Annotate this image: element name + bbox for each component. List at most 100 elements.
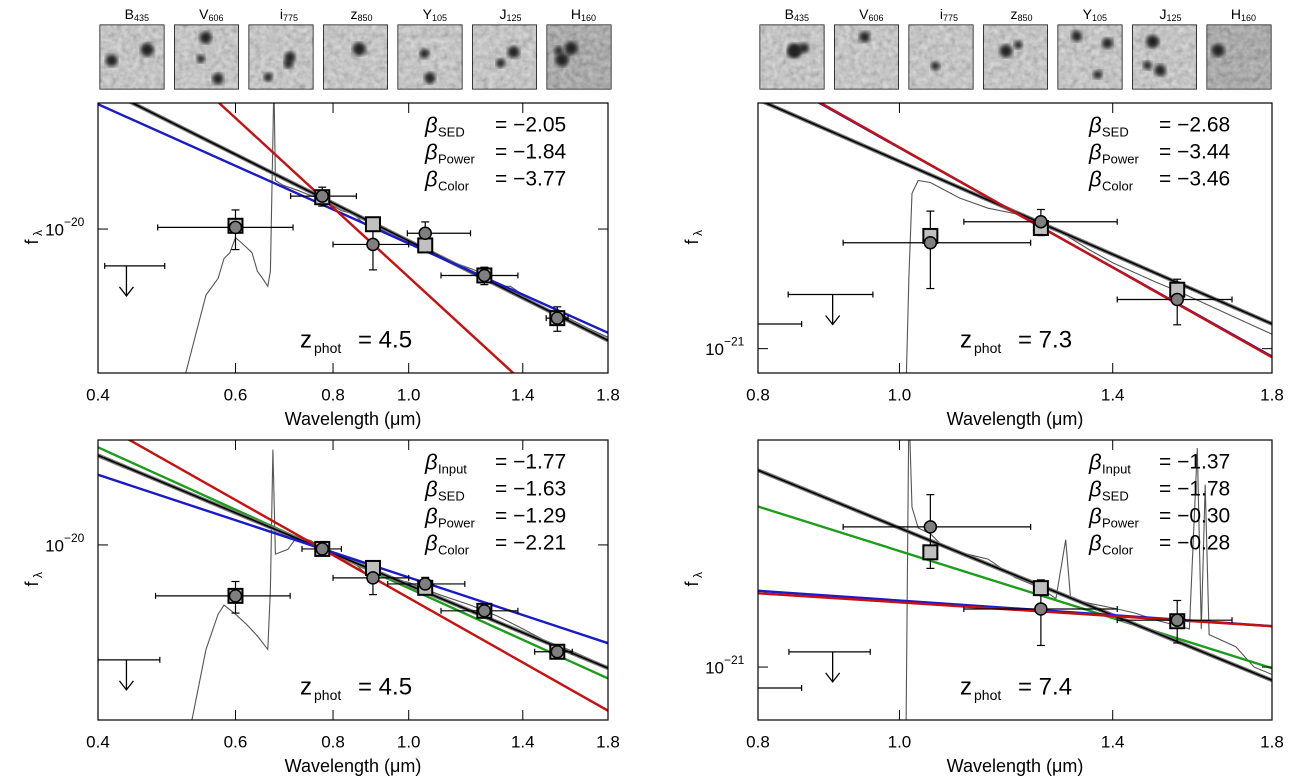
stamp-noise — [909, 25, 973, 89]
model-square — [364, 216, 381, 233]
fit-symbol-sub: Power — [1102, 516, 1140, 531]
stamp-band: i — [280, 6, 283, 22]
stamp-band-sub: 775 — [943, 13, 958, 23]
fit-symbol: β — [424, 140, 438, 165]
x-tick-label: 1.8 — [596, 733, 620, 752]
zphot-sub: phot — [974, 340, 1001, 356]
fit-symbol-sub: Input — [438, 462, 467, 477]
stamp-band-sub: 850 — [358, 13, 373, 23]
stamp — [472, 24, 537, 90]
stamp — [908, 24, 974, 90]
observed-point — [418, 226, 432, 241]
fit-symbol-sub: Input — [1102, 462, 1131, 477]
fit-symbol-sub: Color — [438, 179, 470, 194]
observed-point — [550, 645, 565, 659]
stamp — [397, 24, 463, 90]
stamp-source — [495, 58, 506, 68]
stamp-band-sub: 606 — [209, 13, 224, 23]
x-tick-label: 1.4 — [1101, 386, 1125, 405]
fit-value: = −1.37 — [1159, 451, 1230, 474]
observed-point — [366, 237, 380, 252]
x-tick-label: 0.4 — [86, 733, 110, 752]
stamp — [1206, 24, 1272, 90]
fit-symbol: β — [1088, 113, 1102, 138]
x-axis-label: Wavelength (μm) — [947, 756, 1084, 776]
fit-symbol: β — [1088, 531, 1102, 556]
fit-symbol: β — [424, 477, 438, 502]
fit-line — [758, 505, 1272, 670]
observed-point — [228, 589, 243, 603]
stamp-source — [105, 54, 118, 67]
y-axis-label-sub: λ — [31, 572, 45, 578]
stamp — [174, 24, 239, 90]
stamp-band: z — [351, 6, 358, 22]
stamp-noise — [1058, 25, 1122, 89]
fit-symbol-sub: Color — [438, 543, 470, 558]
observed-point — [228, 220, 243, 235]
x-tick-label: 0.8 — [746, 733, 770, 752]
zphot-value: = 4.5 — [358, 327, 412, 354]
fit-line — [130, 103, 608, 342]
x-tick-label: 1.8 — [1260, 386, 1284, 405]
stamp-source — [1154, 64, 1166, 77]
y-axis-label: fλ — [682, 230, 705, 245]
stamp-source — [352, 42, 366, 56]
fit-symbol: β — [424, 167, 438, 192]
observed-point — [1034, 602, 1048, 616]
fit-line — [758, 469, 1272, 681]
x-tick-label: 1.8 — [1260, 733, 1284, 752]
plot-frame — [757, 439, 1273, 721]
model-square — [417, 237, 434, 254]
stamp-band-sub: 105 — [432, 13, 447, 23]
zphot-value: = 7.4 — [1018, 674, 1072, 701]
fit-symbol-sub: Power — [438, 152, 476, 167]
stamp-band: H — [1231, 6, 1241, 22]
stamp-band: H — [571, 6, 581, 22]
stamp-source — [140, 43, 154, 57]
stamp-band: Y — [1083, 6, 1093, 22]
observed-point — [1170, 613, 1184, 627]
fit-value: = −1.78 — [1159, 478, 1230, 501]
plot-frame — [757, 102, 1273, 374]
stamp-band-sub: 160 — [581, 13, 596, 23]
stamp-band-sub: 160 — [1241, 13, 1256, 23]
stamp-band: B — [125, 6, 134, 22]
stamp-band: J — [1160, 6, 1167, 22]
observed-point — [315, 542, 330, 556]
stamp — [834, 24, 899, 90]
fit-symbol-sub: Color — [1102, 179, 1134, 194]
fit-symbol: β — [1088, 504, 1102, 529]
fit-line — [98, 103, 608, 334]
fit-symbol-sub: SED — [438, 125, 465, 140]
x-tick-label: 1.4 — [1101, 733, 1125, 752]
fit-value: = −2.05 — [495, 114, 566, 137]
fit-symbol-sub: Power — [1102, 152, 1140, 167]
stamp-source — [419, 48, 430, 59]
x-tick-label: 1.8 — [596, 386, 620, 405]
stamp-band-sub: 850 — [1018, 13, 1033, 23]
x-tick-label: 1.0 — [888, 733, 912, 752]
y-tick-exponent: −21 — [724, 335, 745, 349]
x-tick-label: 1.0 — [397, 733, 421, 752]
stamp-noise — [472, 25, 537, 89]
y-axis-label-sub: λ — [691, 572, 705, 578]
plot-area — [758, 103, 1272, 373]
zphot-symbol: z — [960, 327, 972, 354]
fit-symbol: β — [424, 531, 438, 556]
y-axis-label-main: f — [22, 239, 42, 245]
x-tick-label: 0.8 — [321, 386, 345, 405]
zphot-sub: phot — [314, 340, 341, 356]
fit-value: = −0.28 — [1159, 532, 1230, 555]
stamp-band: i — [940, 6, 943, 22]
x-tick-label: 0.6 — [224, 386, 248, 405]
y-tick-label: 10 — [705, 340, 724, 359]
stamp-noise — [983, 25, 1048, 89]
upper-limit-arrow — [731, 688, 745, 718]
stamp-source — [1014, 40, 1023, 50]
fit-line — [217, 103, 515, 373]
stamp-band-sub: 775 — [283, 13, 298, 23]
zphot-symbol: z — [300, 674, 312, 701]
stamp-band: V — [199, 6, 209, 22]
fit-line — [818, 103, 1272, 359]
stamp-source — [196, 54, 206, 64]
